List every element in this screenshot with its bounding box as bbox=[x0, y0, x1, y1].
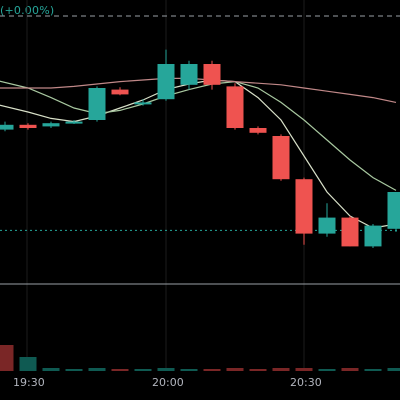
volume-bar bbox=[111, 369, 129, 371]
candle bbox=[226, 83, 244, 130]
candle-body bbox=[226, 86, 244, 128]
volume-bar bbox=[180, 369, 198, 371]
volume-bar bbox=[249, 369, 267, 371]
candle-body bbox=[19, 124, 37, 128]
candle bbox=[111, 87, 129, 96]
candle bbox=[364, 224, 382, 248]
candle bbox=[387, 192, 400, 232]
candle bbox=[157, 49, 175, 101]
candle bbox=[341, 216, 359, 247]
volume-bar bbox=[0, 345, 14, 371]
candle bbox=[318, 203, 336, 237]
candle bbox=[180, 60, 198, 90]
volume-bar bbox=[88, 368, 106, 371]
candle bbox=[249, 126, 267, 135]
candle-body bbox=[295, 179, 313, 234]
volume-bar bbox=[272, 368, 290, 371]
candle-body bbox=[111, 89, 129, 95]
time-label-1930: 19:30 bbox=[13, 376, 45, 389]
ma-line-0 bbox=[0, 79, 397, 229]
candle bbox=[295, 177, 313, 245]
time-label-2000: 20:00 bbox=[152, 376, 184, 389]
candle-body bbox=[157, 64, 175, 100]
candle-body bbox=[203, 64, 221, 85]
candle bbox=[203, 60, 221, 90]
volume-bar bbox=[134, 369, 152, 371]
volume-bar bbox=[157, 368, 175, 371]
candle-body bbox=[272, 136, 290, 180]
candle-body bbox=[318, 217, 336, 234]
volume-bar bbox=[318, 369, 336, 371]
candles-group bbox=[0, 49, 400, 248]
ma-line-1 bbox=[0, 80, 397, 191]
volume-bar bbox=[65, 369, 83, 371]
moving-average-lines bbox=[0, 77, 397, 229]
candle-body bbox=[180, 64, 198, 85]
candle-body bbox=[0, 124, 14, 130]
candle bbox=[42, 121, 60, 128]
volume-bar bbox=[341, 368, 359, 371]
ma-line-2 bbox=[0, 77, 397, 103]
volume-bar bbox=[203, 369, 221, 371]
volume-bar bbox=[295, 368, 313, 371]
candle-body bbox=[42, 123, 60, 127]
candle-body bbox=[341, 217, 359, 247]
candle bbox=[134, 99, 152, 106]
candle bbox=[272, 134, 290, 181]
time-label-2030: 20:30 bbox=[290, 376, 322, 389]
candle-body bbox=[88, 88, 106, 120]
volume-bar bbox=[226, 368, 244, 371]
candle bbox=[19, 123, 37, 130]
candle bbox=[0, 121, 14, 132]
candle bbox=[88, 86, 106, 122]
volume-bar bbox=[364, 369, 382, 371]
candle-body bbox=[134, 102, 152, 105]
volume-bar bbox=[19, 357, 37, 371]
volume-bars-group bbox=[0, 345, 400, 371]
candle-body bbox=[65, 121, 83, 124]
candle-body bbox=[249, 128, 267, 133]
candle-body bbox=[364, 225, 382, 247]
candle-body bbox=[387, 192, 400, 229]
volume-bar bbox=[387, 368, 400, 371]
volume-bar bbox=[42, 368, 60, 371]
candle bbox=[65, 120, 83, 124]
time-axis: 19:30 20:00 20:30 bbox=[13, 376, 322, 389]
